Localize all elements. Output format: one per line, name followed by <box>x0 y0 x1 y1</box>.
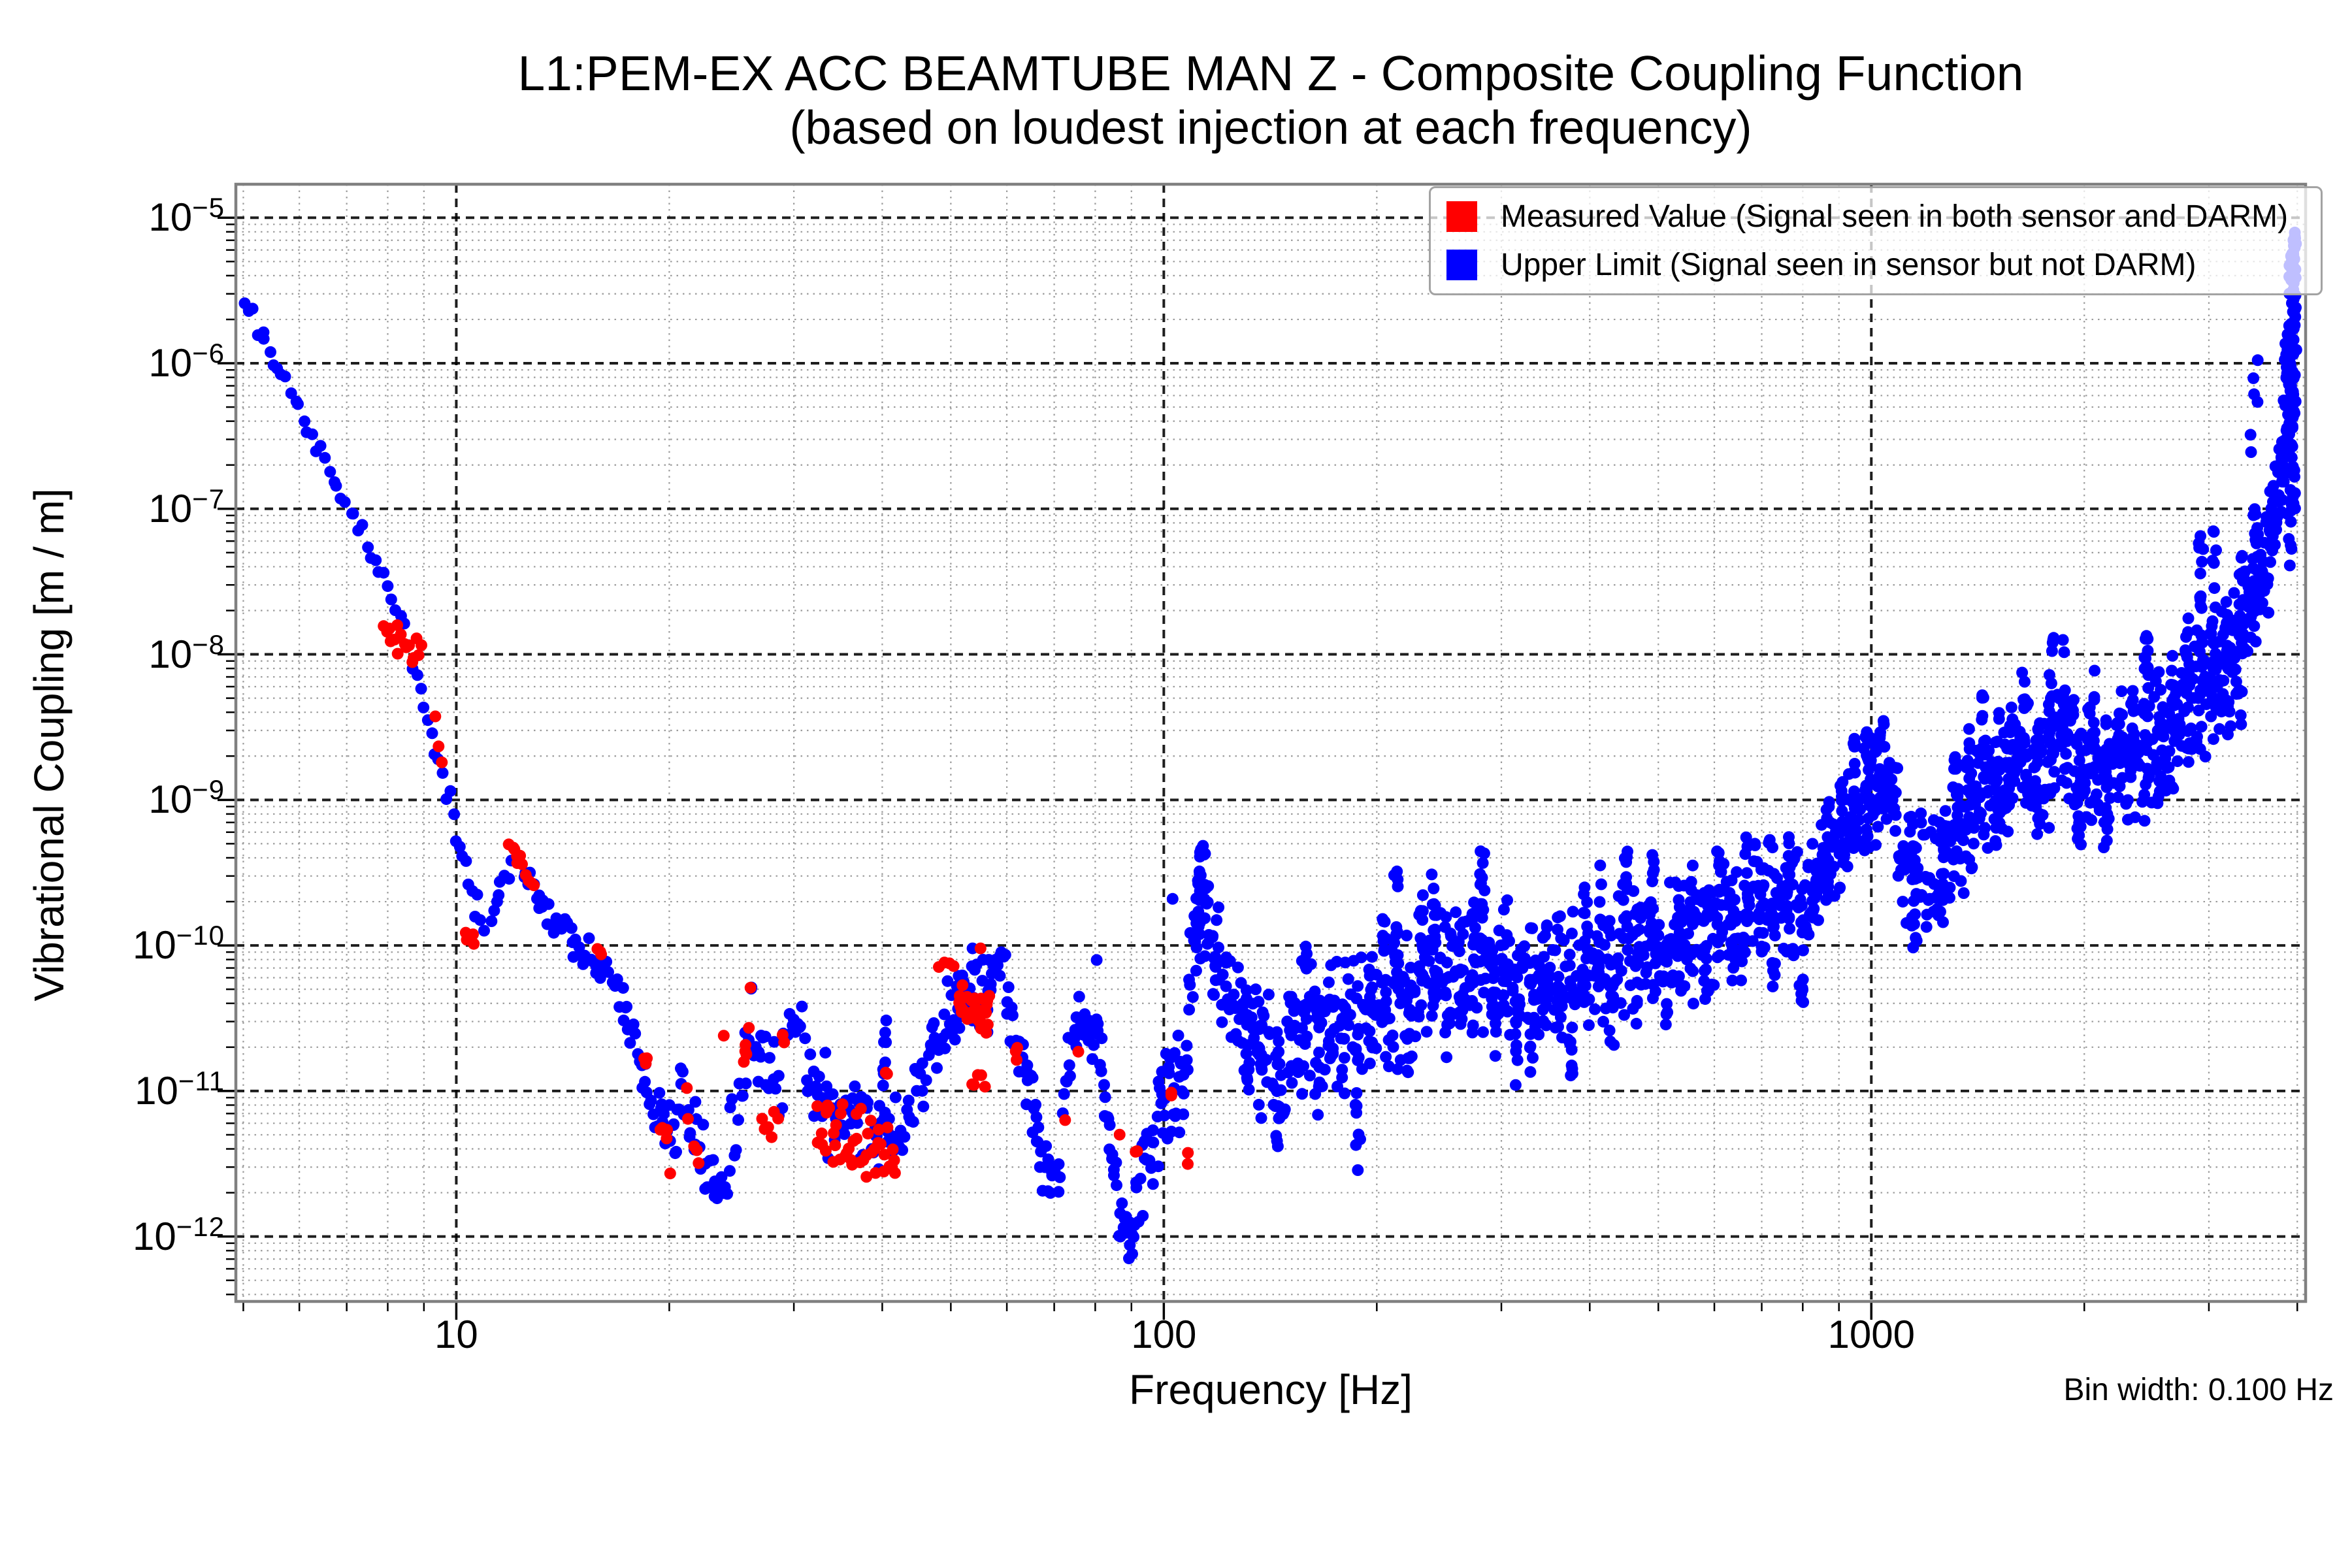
y-tick-label-1e-12: 10−12 <box>133 1211 225 1258</box>
x-axis-label: Frequency [Hz] <box>1129 1366 1413 1413</box>
x-tick-label-1000: 1000 <box>1827 1313 1915 1356</box>
legend-box: Measured Value (Signal seen in both sens… <box>1429 186 2323 295</box>
legend-label-upper-limit: Upper Limit (Signal seen in sensor but n… <box>1501 248 2197 283</box>
y-tick-label-1e-8: 10−8 <box>148 629 225 676</box>
scatter-points <box>238 226 2302 1265</box>
plot-frame <box>234 182 2308 1303</box>
legend-item-upper-limit: Upper Limit (Signal seen in sensor but n… <box>1446 245 2321 286</box>
y-tick-label-1e-6: 10−6 <box>148 338 225 385</box>
bin-width-note: Bin width: 0.100 Hz <box>2063 1373 2334 1407</box>
y-tick-label-1e-11: 10−11 <box>135 1065 225 1113</box>
page-title: L1:PEM-EX ACC BEAMTUBE MAN Z - Composite… <box>517 46 2024 101</box>
page-subtitle: (based on loudest injection at each freq… <box>789 102 1752 154</box>
x-tick-label-100: 100 <box>1131 1313 1197 1356</box>
legend-item-measured: Measured Value (Signal seen in both sens… <box>1446 196 2321 237</box>
upper-limit-swatch-icon <box>1446 250 1477 281</box>
y-tick-label-1e-10: 10−10 <box>133 920 225 968</box>
minor-gridlines <box>236 184 2306 1301</box>
legend-label-measured: Measured Value (Signal seen in both sens… <box>1501 199 2289 234</box>
y-tick-label-1e-9: 10−9 <box>148 774 225 822</box>
measured-swatch-icon <box>1446 201 1477 232</box>
y-tick-label-1e-7: 10−7 <box>148 483 225 531</box>
axis-tick-marks <box>218 216 2298 1320</box>
x-tick-label-10: 10 <box>434 1313 478 1356</box>
y-tick-label-1e-5: 10−5 <box>148 192 225 240</box>
